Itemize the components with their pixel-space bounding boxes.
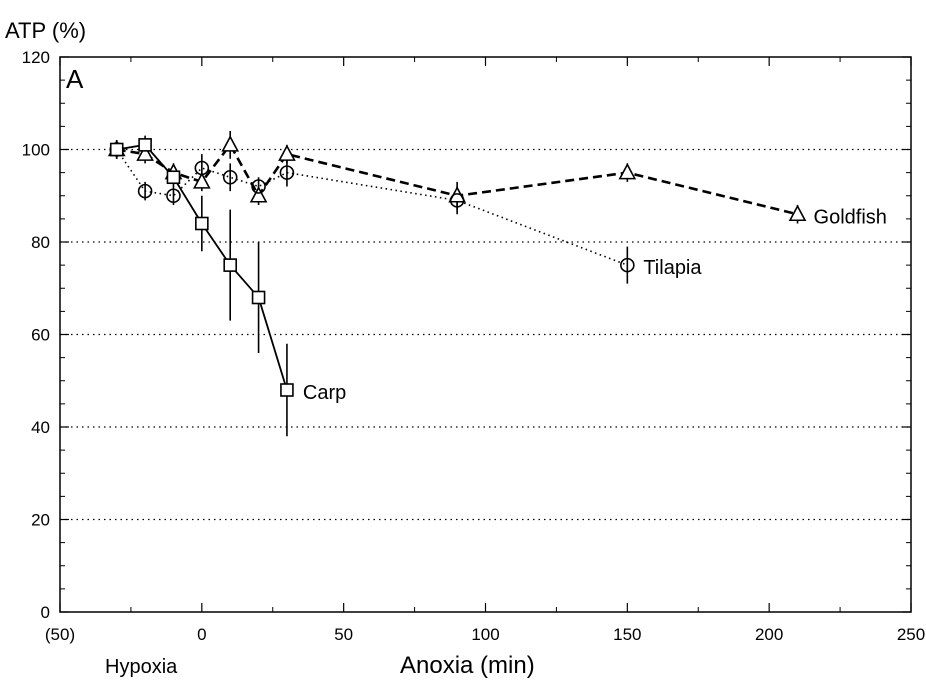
data-point-carp (251, 290, 266, 305)
data-point-tilapia (251, 179, 266, 194)
series-label-tilapia: Tilapia (643, 257, 702, 279)
y-tick-label: 120 (22, 48, 50, 67)
series-labels: Goldfish Tilapia Carp (303, 206, 887, 404)
x-tick-label: 100 (471, 625, 499, 644)
y-axis-title: ATP (%) (5, 18, 86, 43)
data-point-tilapia (620, 257, 635, 273)
y-tick-label: 100 (22, 141, 50, 160)
data-point-goldfish (278, 144, 296, 161)
data-point-tilapia (222, 169, 238, 185)
panel-label: A (66, 64, 84, 94)
data-markers (107, 135, 807, 397)
data-point-carp (138, 138, 152, 152)
y-tick-label: 40 (31, 418, 50, 437)
series-line-goldfish (116, 142, 798, 216)
x-tick-label: 250 (897, 625, 925, 644)
gridlines (60, 148, 911, 521)
data-point-goldfish (136, 144, 154, 161)
hypoxia-label: Hypoxia (105, 656, 178, 678)
data-point-carp (223, 258, 237, 272)
series-line-tilapia (116, 149, 628, 266)
data-point-goldfish (788, 204, 807, 222)
data-point-carp (280, 383, 294, 397)
data-point-tilapia (194, 160, 210, 176)
x-axis-title: Anoxia (min) (400, 652, 535, 679)
x-tick-label: 50 (334, 625, 353, 644)
data-point-tilapia (166, 188, 181, 204)
data-point-carp (109, 142, 124, 157)
x-tick-label: 150 (613, 625, 641, 644)
data-point-tilapia (137, 183, 153, 199)
y-tick-label: 60 (31, 326, 50, 345)
y-tick-label: 20 (31, 511, 50, 530)
data-point-goldfish (618, 162, 637, 180)
x-axis: (50) 0 50 100 150 200 250 (45, 57, 925, 644)
data-point-tilapia (279, 165, 295, 180)
x-tick-label: (50) (45, 625, 75, 644)
data-point-goldfish (249, 186, 268, 203)
data-point-goldfish (192, 172, 211, 189)
data-point-goldfish (221, 135, 240, 152)
data-point-tilapia (449, 193, 465, 208)
x-tick-label: 0 (197, 625, 206, 644)
y-tick-label: 0 (41, 603, 50, 622)
y-axis: 0 20 40 60 80 100 120 (22, 48, 911, 622)
data-point-carp (166, 170, 181, 185)
y-tick-label: 80 (31, 233, 50, 252)
x-tick-label: 200 (755, 625, 783, 644)
series-label-carp: Carp (303, 382, 346, 404)
data-point-carp (195, 216, 209, 231)
error-bars (115, 131, 799, 437)
series-label-goldfish: Goldfish (814, 206, 887, 228)
